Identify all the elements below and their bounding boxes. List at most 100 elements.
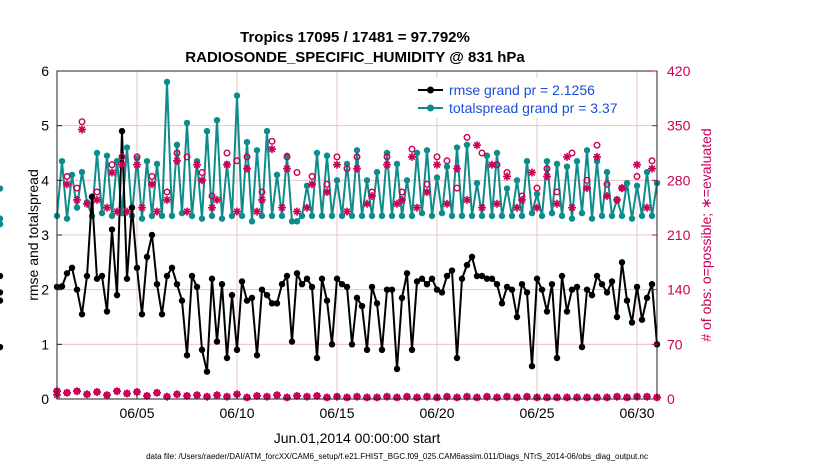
rmse-point	[458, 275, 466, 282]
rmse-point	[388, 286, 396, 293]
obs-evaluated-baseline-point	[113, 387, 121, 396]
totalspread-point	[558, 212, 566, 220]
series-layer	[0, 78, 661, 375]
rmse-point	[88, 193, 96, 200]
rmse-point	[228, 291, 236, 299]
rmse-point	[308, 283, 316, 291]
obs-possible-point	[443, 157, 451, 165]
obs-evaluated-baseline-point	[403, 392, 411, 401]
obs-evaluated-point	[603, 192, 611, 200]
rmse-point	[593, 272, 601, 280]
totalspread-point	[453, 144, 461, 151]
totalspread-point	[323, 152, 331, 159]
legend-rmse-label: rmse grand pr = 2.1256	[449, 82, 595, 98]
y-axis-right-label: # of obs: o=possible; ∗=evaluated	[698, 128, 714, 341]
totalspread-point	[523, 158, 531, 165]
totalspread-point	[533, 190, 541, 198]
totalspread-point	[0, 220, 4, 228]
totalspread-point	[353, 147, 361, 154]
obs-possible-point	[568, 149, 576, 157]
x-tick-label-0: 06/05	[119, 405, 154, 421]
obs-evaluated-baseline-point	[103, 391, 111, 400]
totalspread-point	[393, 160, 401, 168]
obs-possible-point	[293, 169, 301, 177]
rmse-point	[498, 300, 506, 307]
obs-evaluated-point	[268, 145, 276, 154]
obs-evaluated-point	[333, 160, 341, 169]
rmse-point	[348, 341, 356, 348]
obs-possible-point	[118, 153, 126, 161]
obs-possible-point	[173, 149, 181, 157]
obs-evaluated-point	[173, 156, 181, 165]
rmse-point	[158, 311, 166, 318]
rmse-point	[578, 343, 586, 351]
obs-evaluated-baseline-point	[93, 388, 101, 396]
y-right-tick-label-6: 420	[667, 63, 691, 79]
totalspread-point	[263, 127, 271, 135]
obs-evaluated-point	[108, 168, 116, 177]
rmse-point	[288, 338, 296, 345]
obs-evaluated-baseline-point	[213, 391, 221, 400]
rmse-point	[268, 300, 276, 307]
obs-possible-point	[553, 188, 561, 196]
obs-evaluated-point	[398, 195, 406, 204]
rmse-point	[608, 278, 616, 285]
totalspread-point	[213, 117, 221, 124]
totalspread-point	[318, 212, 326, 220]
rmse-point	[583, 286, 591, 293]
obs-evaluated-point	[393, 199, 401, 208]
totalspread-point	[583, 147, 591, 154]
obs-possible-point	[223, 149, 231, 157]
rmse-point	[428, 275, 436, 282]
obs-possible-point	[323, 180, 331, 188]
rmse-point	[598, 281, 606, 288]
totalspread-point	[113, 158, 121, 165]
y-right-tick-label-0: 0	[667, 391, 675, 407]
totalspread-point	[348, 212, 356, 220]
rmse-point	[193, 283, 201, 291]
obs-possible-point	[333, 153, 341, 161]
obs-evaluated-point	[563, 152, 571, 161]
obs-evaluated-baseline-point	[543, 393, 551, 402]
totalspread-point	[518, 212, 526, 220]
rmse-point	[63, 270, 71, 277]
obs-evaluated-point	[493, 199, 501, 208]
obs-evaluated-point	[113, 207, 121, 216]
rmse-point	[148, 231, 156, 239]
obs-possible-point	[633, 172, 641, 180]
totalspread-point	[373, 168, 381, 176]
obs-possible-point	[423, 180, 431, 188]
obs-evaluated-baseline-point	[613, 392, 621, 401]
rmse-point	[153, 281, 161, 288]
rmse-point	[138, 311, 146, 318]
totalspread-point	[378, 212, 386, 220]
rmse-point	[273, 300, 281, 307]
rmse-point	[548, 281, 556, 288]
rmse-point	[528, 363, 536, 370]
obs-evaluated-point	[283, 164, 291, 173]
rmse-point	[448, 267, 456, 274]
totalspread-point	[58, 158, 66, 165]
totalspread-point	[333, 177, 341, 184]
y-right-tick-label-5: 350	[667, 118, 691, 134]
obs-evaluated-point	[368, 192, 376, 200]
obs-evaluated-point	[63, 180, 71, 189]
totalspread-point	[158, 212, 166, 220]
obs-possible-point	[463, 133, 471, 141]
obs-evaluated-point	[308, 180, 316, 189]
obs-evaluated-point	[518, 195, 526, 204]
rmse-point	[343, 283, 351, 291]
obs-evaluated-point	[78, 125, 86, 134]
totalspread-point	[313, 149, 321, 157]
rmse-point	[523, 289, 531, 296]
obs-possible-point	[383, 153, 391, 161]
rmse-point	[328, 341, 336, 348]
rmse-point	[488, 275, 496, 282]
rmse-point	[203, 368, 211, 375]
obs-evaluated-baseline-point	[553, 393, 561, 402]
rmse-point	[358, 302, 366, 310]
x-axis-label: Jun.01,2014 00:00:00 start	[274, 430, 441, 446]
chart-subtitle: RADIOSONDE_SPECIFIC_HUMIDITY @ 831 hPa	[185, 49, 525, 66]
rmse-point	[118, 127, 126, 135]
obs-evaluated-point	[633, 160, 641, 169]
